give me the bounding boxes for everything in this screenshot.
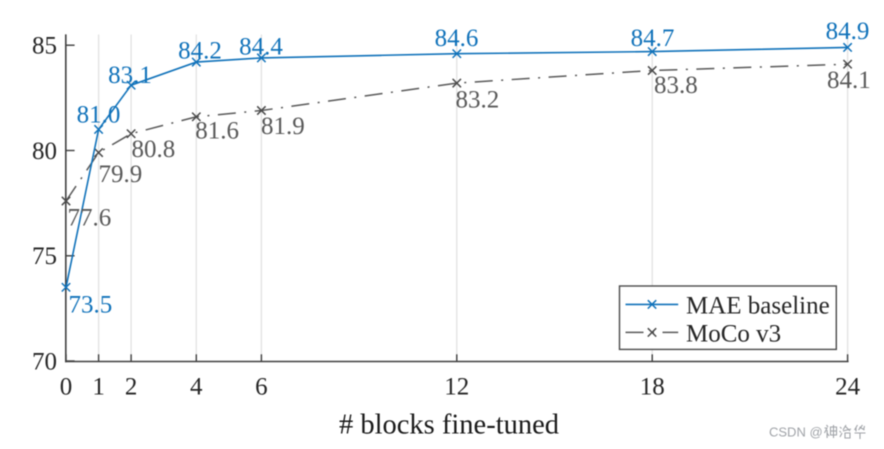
svg-text:84.4: 84.4	[239, 34, 283, 61]
svg-text:79.9: 79.9	[99, 161, 143, 188]
svg-text:84.6: 84.6	[435, 25, 479, 52]
svg-text:CSDN @: CSDN @	[769, 425, 823, 440]
svg-text:MAE baseline: MAE baseline	[686, 293, 830, 320]
svg-text:84.2: 84.2	[178, 38, 222, 65]
svg-text:73.5: 73.5	[69, 292, 113, 319]
svg-text:81.9: 81.9	[261, 113, 305, 140]
svg-text:1: 1	[92, 374, 105, 401]
svg-text:83.8: 83.8	[654, 72, 698, 99]
svg-text:70: 70	[32, 348, 57, 375]
svg-text:81.0: 81.0	[77, 102, 121, 129]
svg-text:2: 2	[125, 374, 138, 401]
svg-text:81.6: 81.6	[195, 118, 239, 145]
svg-text:84.7: 84.7	[631, 25, 675, 52]
svg-text:0: 0	[60, 374, 73, 401]
svg-text:85: 85	[32, 33, 57, 60]
svg-text:83.1: 83.1	[108, 62, 152, 89]
svg-text:84.1: 84.1	[827, 67, 871, 94]
svg-text:80.8: 80.8	[132, 136, 176, 163]
svg-text:84.9: 84.9	[826, 18, 870, 45]
svg-text:4: 4	[190, 374, 203, 401]
svg-text:MoCo v3: MoCo v3	[686, 321, 781, 348]
svg-text:# blocks fine-tuned: # blocks fine-tuned	[339, 410, 559, 441]
svg-text:80: 80	[32, 138, 57, 165]
svg-text:12: 12	[444, 374, 469, 401]
svg-text:83.2: 83.2	[456, 87, 500, 114]
svg-text:75: 75	[32, 243, 57, 270]
svg-text:18: 18	[640, 374, 665, 401]
svg-text:6: 6	[255, 374, 268, 401]
svg-text:77.6: 77.6	[68, 205, 112, 232]
svg-text:24: 24	[835, 374, 861, 401]
